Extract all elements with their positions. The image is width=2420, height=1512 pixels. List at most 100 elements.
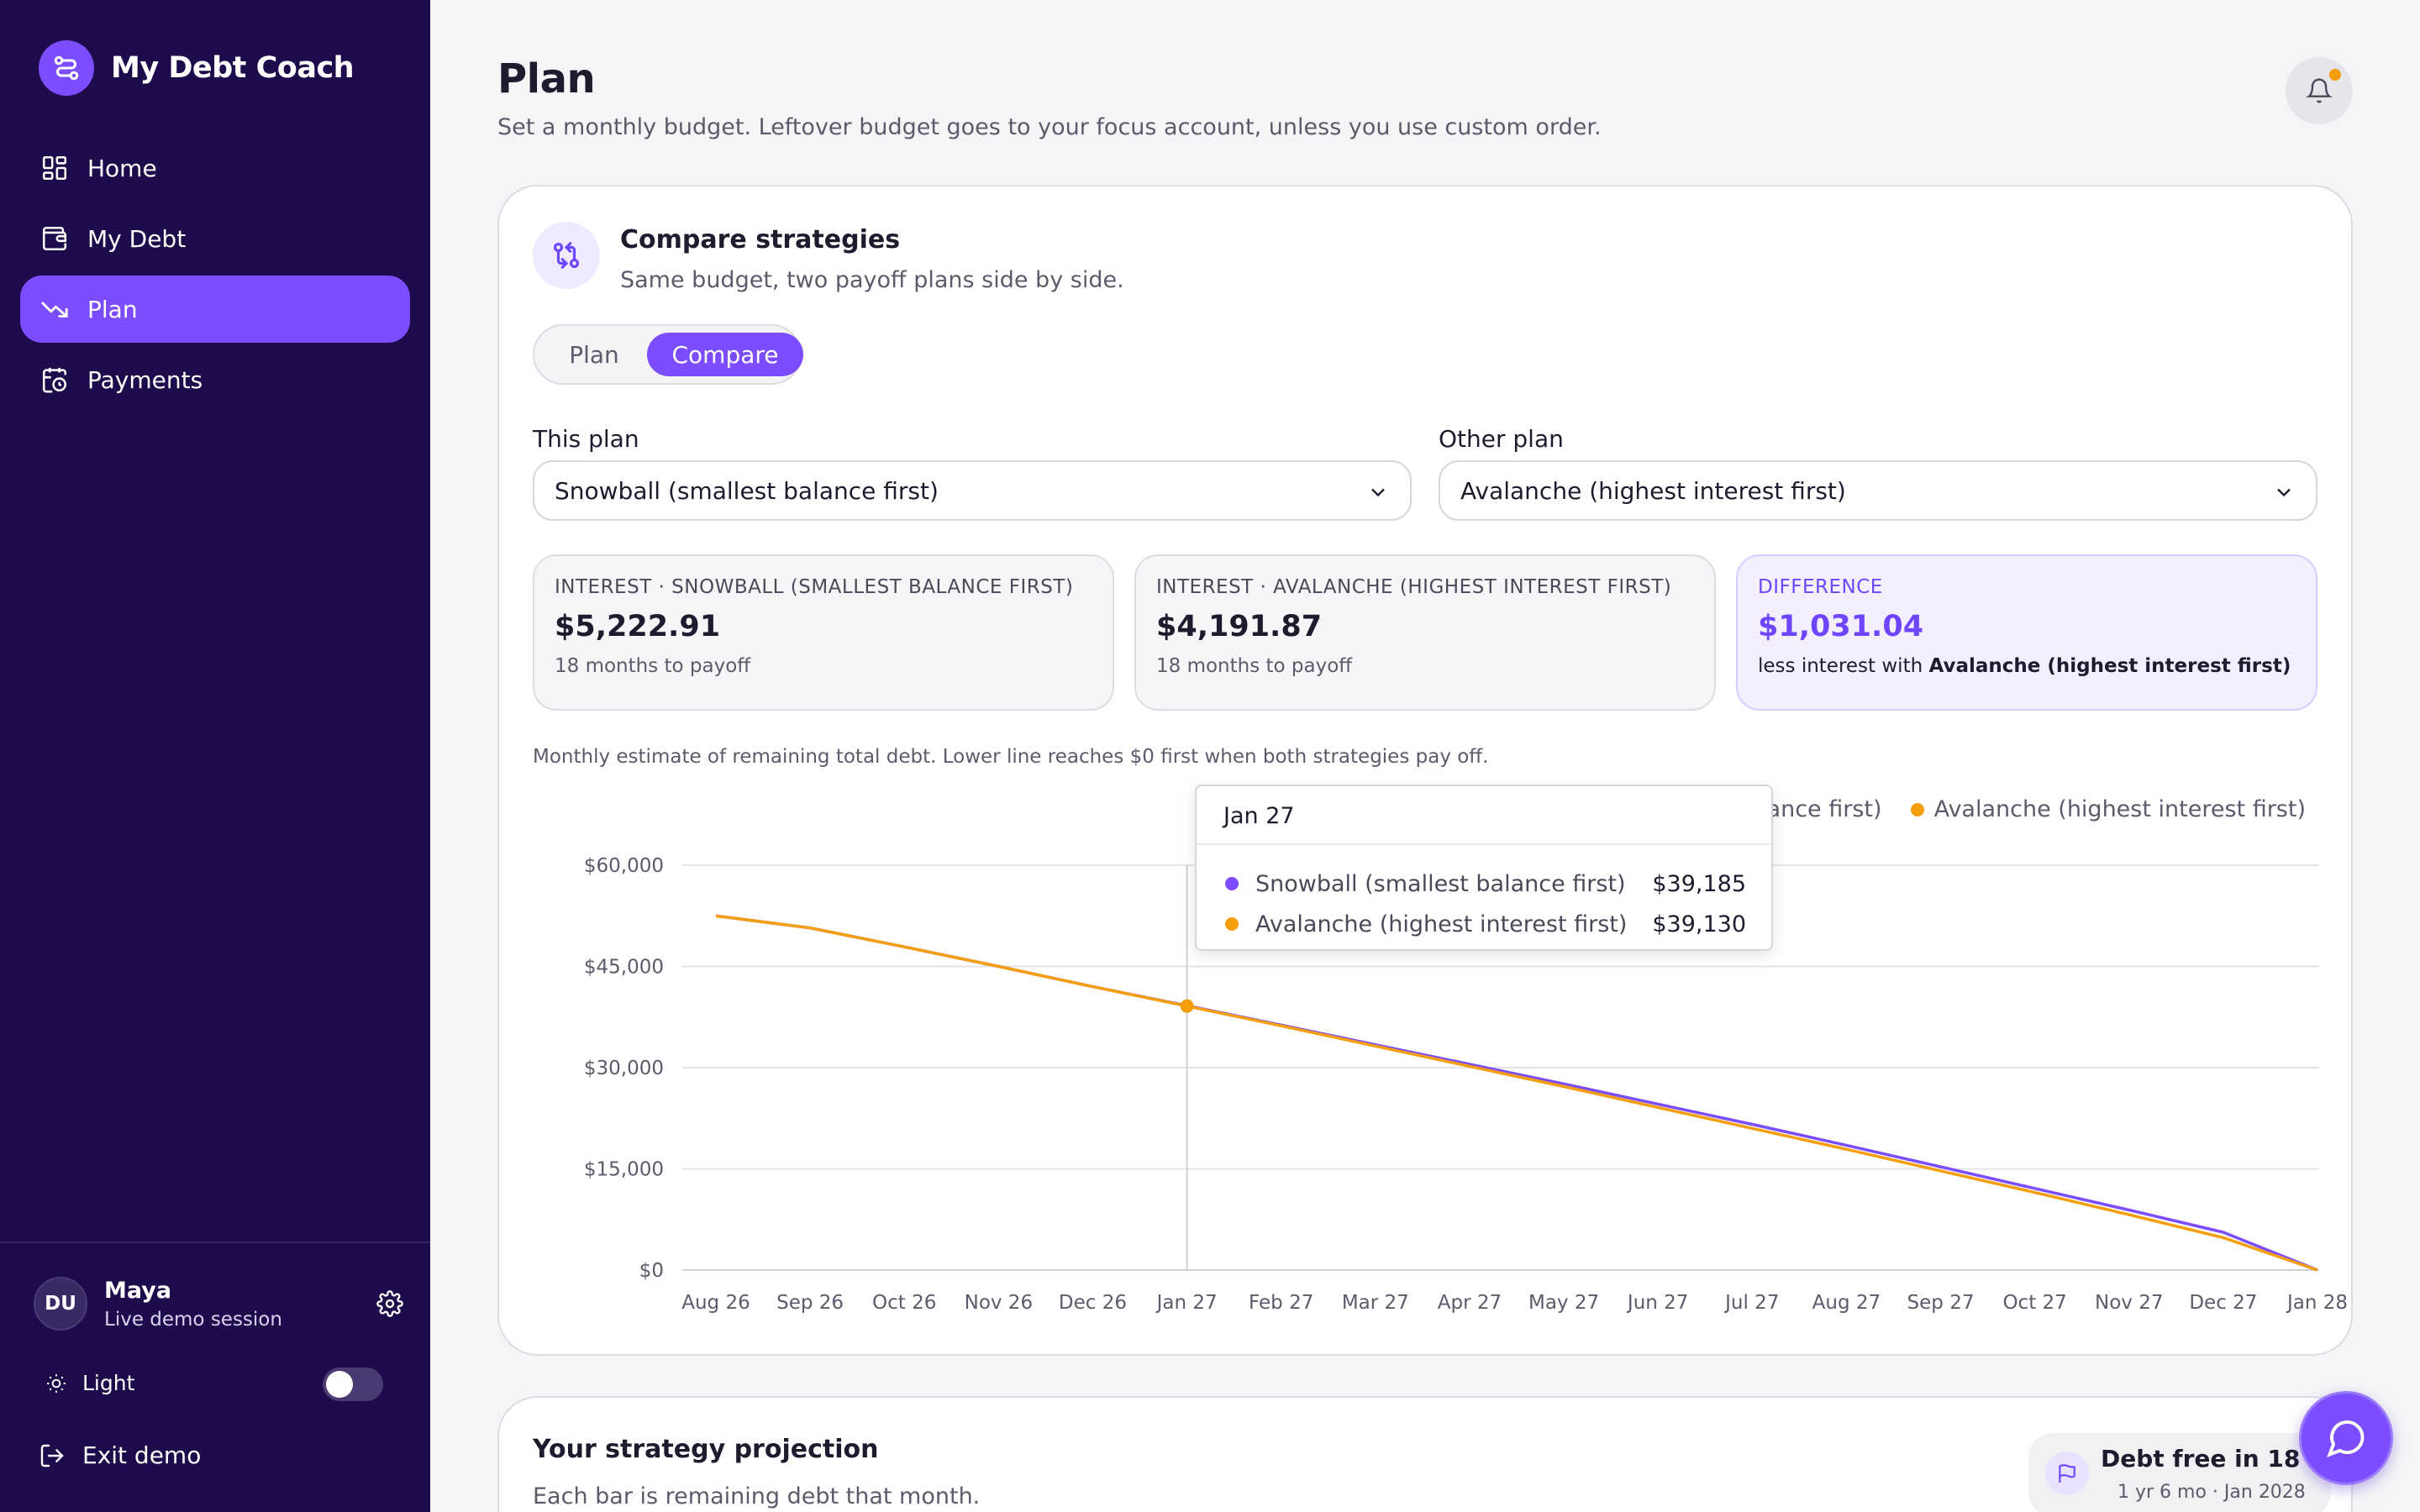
stat-snowball-interest: INTEREST · SNOWBALL (SMALLEST BALANCE FI… <box>533 554 1114 711</box>
debt-free-subtitle: 1 yr 6 mo · Jan 2028 <box>2118 1482 2306 1503</box>
projection-title: Your strategy projection <box>533 1435 879 1464</box>
debt-free-badge: Debt free in 18 mo 1 yr 6 mo · Jan 2028 <box>2028 1433 2349 1512</box>
toggle-plan-button[interactable]: Plan <box>569 340 619 369</box>
sidebar: My Debt Coach Home My Debt Plan Payments… <box>0 0 430 1512</box>
tooltip-title: Jan 27 <box>1197 786 1771 845</box>
sun-icon <box>47 1373 66 1393</box>
highlight-point[interactable] <box>1180 999 1194 1013</box>
y-tick-label: $45,000 <box>584 957 664 979</box>
y-tick-label: $15,000 <box>584 1159 664 1181</box>
debt-comparison-chart: $0 $15,000 $30,000 $45,000 $60,000 Aug 26 Sep … <box>584 855 2348 1314</box>
stat-label: DIFFERENCE <box>1758 576 1883 598</box>
legend-item-avalanche[interactable]: Avalanche (highest interest first) <box>1910 796 2306 822</box>
this-plan-value: Snowball (smallest balance first) <box>555 476 939 505</box>
this-plan-select[interactable]: Snowball (smallest balance first) <box>533 460 1412 521</box>
chevron-down-icon <box>2277 488 2291 497</box>
other-plan-label: Other plan <box>1439 425 1564 453</box>
stat-sub-strategy: Avalanche (highest interest first) <box>1928 655 2291 677</box>
calendar-clock-icon <box>42 367 67 393</box>
exit-demo-button[interactable]: Exit demo <box>39 1441 201 1469</box>
tooltip-dot <box>1225 917 1239 931</box>
legend-label: Avalanche (highest interest first) <box>1933 796 2306 822</box>
stat-sub: 18 months to payoff <box>1156 655 1353 677</box>
theme-toggle[interactable] <box>323 1368 383 1401</box>
chart-tooltip: Jan 27 Snowball (smallest balance first)… <box>1195 785 1773 951</box>
bell-icon <box>2306 78 2333 103</box>
page-subtitle: Set a monthly budget. Leftover budget go… <box>497 114 1602 140</box>
chat-bubble-icon <box>2327 1420 2365 1457</box>
user-name: Maya <box>104 1277 172 1304</box>
theme-row: Light <box>45 1368 383 1401</box>
app-logo-icon <box>39 40 94 96</box>
legend-dot <box>1910 802 1924 816</box>
this-plan-label: This plan <box>533 425 639 453</box>
sidebar-item-my-debt[interactable]: My Debt <box>20 205 410 272</box>
x-tick-label: Nov 27 <box>2095 1292 2163 1314</box>
tooltip-row-snowball: Snowball (smallest balance first) $39,18… <box>1225 867 1746 900</box>
tooltip-series-name: Snowball (smallest balance first) <box>1255 870 1626 897</box>
gear-icon[interactable] <box>376 1290 403 1317</box>
stat-value: $4,191.87 <box>1156 610 1323 643</box>
stat-difference: DIFFERENCE $1,031.04 less interest with … <box>1736 554 2317 711</box>
avatar: DU <box>34 1277 87 1331</box>
x-tick-label: Sep 26 <box>776 1292 844 1314</box>
compare-arrows-icon <box>533 222 600 289</box>
series-line-snowball[interactable] <box>715 914 2318 1272</box>
sidebar-item-label: Home <box>87 154 157 182</box>
sidebar-item-payments[interactable]: Payments <box>20 346 410 413</box>
sidebar-item-label: Plan <box>87 295 138 323</box>
stat-sub: less interest with Avalanche (highest in… <box>1758 655 2296 677</box>
tooltip-series-value: $39,185 <box>1652 870 1746 897</box>
wallet-icon <box>42 226 67 251</box>
page-title: Plan <box>497 55 596 102</box>
notification-dot <box>2329 69 2341 81</box>
stat-label: INTEREST · SNOWBALL (SMALLEST BALANCE FI… <box>555 576 1074 598</box>
other-plan-value: Avalanche (highest interest first) <box>1460 476 1846 505</box>
x-tick-label: Dec 26 <box>1059 1292 1127 1314</box>
y-tick-label: $0 <box>639 1260 664 1282</box>
stat-sub-prefix: less interest with <box>1758 655 1929 677</box>
sidebar-item-label: My Debt <box>87 224 187 253</box>
x-tick-label: Aug 27 <box>1812 1292 1881 1314</box>
x-tick-label: Oct 27 <box>2002 1292 2066 1314</box>
x-tick-label: Jan 28 <box>2286 1292 2348 1314</box>
x-tick-label: Oct 26 <box>872 1292 936 1314</box>
compare-strategies-card: Compare strategies Same budget, two payo… <box>497 185 2353 1356</box>
view-toggle: Plan Compare <box>533 324 803 385</box>
sidebar-nav: Home My Debt Plan Payments <box>20 134 410 417</box>
stat-label: INTEREST · AVALANCHE (HIGHEST INTEREST F… <box>1156 576 1672 598</box>
sidebar-item-plan[interactable]: Plan <box>20 276 410 343</box>
y-tick-label: $60,000 <box>584 855 664 877</box>
brand[interactable]: My Debt Coach <box>39 40 355 96</box>
x-tick-label: Jan 27 <box>1155 1292 1218 1314</box>
stat-sub: 18 months to payoff <box>555 655 751 677</box>
x-tick-label: Jul 27 <box>1723 1292 1779 1314</box>
x-tick-label: Nov 26 <box>965 1292 1033 1314</box>
x-tick-label: May 27 <box>1528 1292 1599 1314</box>
x-tick-label: Jun 27 <box>1626 1292 1689 1314</box>
chat-button[interactable] <box>2299 1391 2393 1485</box>
chevron-down-icon <box>1371 488 1385 497</box>
stat-value: $5,222.91 <box>555 610 721 643</box>
x-tick-label: Apr 27 <box>1438 1292 1502 1314</box>
stat-avalanche-interest: INTEREST · AVALANCHE (HIGHEST INTEREST F… <box>1134 554 1716 711</box>
tooltip-row-avalanche: Avalanche (highest interest first) $39,1… <box>1225 907 1746 941</box>
x-tick-label: Aug 26 <box>681 1292 750 1314</box>
x-tick-label: Dec 27 <box>2189 1292 2257 1314</box>
app-name: My Debt Coach <box>111 51 355 85</box>
notifications-button[interactable] <box>2286 57 2353 124</box>
strategy-projection-card: Your strategy projection Each bar is rem… <box>497 1396 2353 1512</box>
user-profile[interactable]: DU Maya Live demo session <box>34 1277 403 1331</box>
tooltip-series-value: $39,130 <box>1652 911 1746 937</box>
card-subtitle: Same budget, two payoff plans side by si… <box>620 267 1124 293</box>
tooltip-series-name: Avalanche (highest interest first) <box>1255 911 1628 937</box>
sidebar-item-home[interactable]: Home <box>20 134 410 202</box>
chart-note: Monthly estimate of remaining total debt… <box>533 746 1489 768</box>
log-out-icon <box>40 1444 64 1467</box>
other-plan-select[interactable]: Avalanche (highest interest first) <box>1439 460 2317 521</box>
flag-icon <box>2045 1452 2089 1495</box>
tooltip-dot <box>1225 877 1239 890</box>
toggle-compare-button[interactable]: Compare <box>647 333 803 376</box>
grid-icon <box>42 155 67 181</box>
series-line-avalanche[interactable] <box>715 914 2318 1272</box>
